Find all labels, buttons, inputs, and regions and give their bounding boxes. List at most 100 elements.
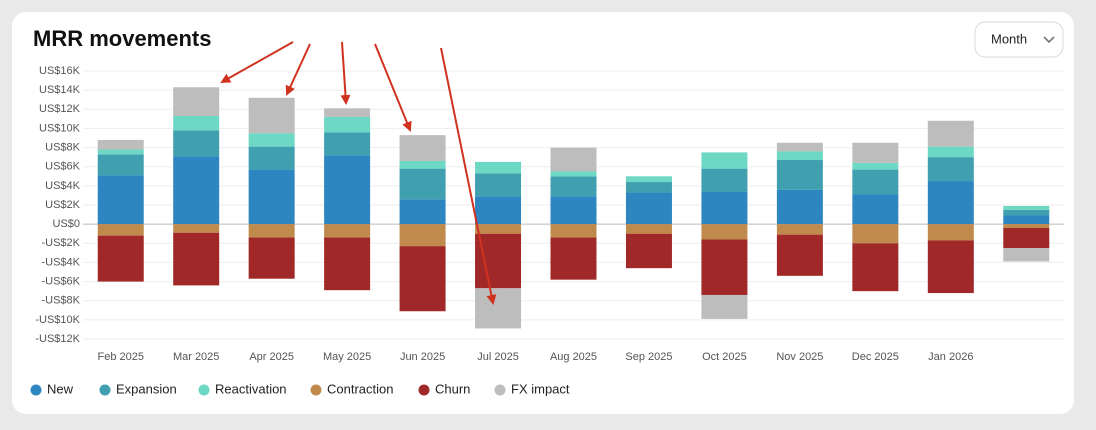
bar-segment <box>173 156 220 225</box>
bar-segment <box>248 97 295 134</box>
bar-segment <box>701 168 748 192</box>
bar-segment <box>399 246 446 312</box>
bar-segment <box>173 87 220 116</box>
bar-segment <box>475 161 522 174</box>
legend-marker <box>99 384 111 396</box>
bar-segment <box>475 224 522 234</box>
bar-segment <box>1003 215 1050 225</box>
bar-segment <box>852 243 899 292</box>
y-tick-label: -US$2K <box>41 237 80 249</box>
legend-marker <box>198 384 210 396</box>
card <box>12 12 1074 414</box>
bar-segment <box>701 152 748 169</box>
bar-segment <box>475 196 522 225</box>
bar-segment <box>550 224 597 238</box>
bar-segment <box>97 154 144 176</box>
legend-marker <box>310 384 322 396</box>
bar-segment <box>324 237 371 291</box>
annotations <box>220 41 497 305</box>
dropdown-box[interactable] <box>974 21 1064 58</box>
bar-segment <box>248 224 295 238</box>
bar-segment <box>324 155 371 225</box>
bar-segment <box>97 175 144 225</box>
chart-title: MRR movements <box>33 26 211 51</box>
bar-segment <box>852 224 899 244</box>
x-tick-label: Nov 2025 <box>776 351 823 363</box>
bar-segment <box>927 120 974 147</box>
legend-marker <box>494 384 506 396</box>
bar-segment <box>927 240 974 294</box>
bar-segment <box>97 139 144 150</box>
y-tick-label: US$2K <box>45 199 81 211</box>
bar-segment <box>927 146 974 158</box>
legend-label: New <box>47 381 74 396</box>
legend-label: Contraction <box>327 381 393 396</box>
bar-segment <box>97 149 144 155</box>
bar-segment <box>550 196 597 225</box>
x-tick-label: Jun 2025 <box>400 351 445 363</box>
bar-segment <box>324 224 371 238</box>
bar-segment <box>701 224 748 240</box>
bar-segment <box>701 294 748 319</box>
bar-segment <box>399 168 446 200</box>
legend-marker <box>418 384 430 396</box>
legend-label: Churn <box>435 381 470 396</box>
y-tick-label: -US$8K <box>41 295 80 307</box>
legend-marker <box>30 384 42 396</box>
bar-segment <box>324 116 371 133</box>
bar-segment <box>550 171 597 177</box>
x-tick-label: Dec 2025 <box>852 351 899 363</box>
x-tick-label: Oct 2025 <box>702 351 747 363</box>
period-dropdown[interactable]: Month <box>974 21 1064 58</box>
bar-segment <box>173 224 220 233</box>
bar-segment <box>248 133 295 147</box>
plot: US$16K US$14K US$12K US$10K US$8K US$6K US$4K U… <box>35 65 1064 363</box>
bar-segment <box>248 169 295 225</box>
bar-segment <box>776 234 823 276</box>
bar-segment <box>852 194 899 225</box>
bar-segment <box>776 189 823 225</box>
bar-segment <box>1003 224 1050 228</box>
chevron <box>1043 36 1055 44</box>
y-tick-label: -US$4K <box>41 256 80 268</box>
y-tick-label: US$10K <box>39 122 81 134</box>
bar-segment <box>625 224 672 234</box>
x-tick-label: Jan 2026 <box>928 351 973 363</box>
legend-label: FX impact <box>511 381 570 396</box>
x-tick-label: Apr 2025 <box>249 351 294 363</box>
y-tick-label: US$14K <box>39 84 81 96</box>
bar-segment <box>324 108 371 117</box>
x-tick-label: Jul 2025 <box>477 351 519 363</box>
bar-segment <box>625 182 672 193</box>
arrow <box>374 43 412 132</box>
y-tick-label: -US$6K <box>41 275 80 287</box>
bar-segment <box>852 162 899 170</box>
y-tick-label: US$8K <box>45 141 81 153</box>
bar-segment <box>399 160 446 169</box>
y-tick-label: US$16K <box>39 65 81 77</box>
bar-segment <box>852 142 899 163</box>
bar-segment <box>475 288 522 329</box>
dropdown-label[interactable]: Month <box>991 31 1027 46</box>
bar-segment <box>776 224 823 235</box>
y-tick-label: -US$12K <box>35 333 80 345</box>
arrow <box>285 43 311 96</box>
bar-segment <box>927 224 974 241</box>
bar-segment <box>248 237 295 279</box>
bar-segment <box>475 233 522 289</box>
bar-segment <box>1003 209 1050 216</box>
bar-segment <box>97 235 144 282</box>
arrow <box>340 41 351 105</box>
bar-segment <box>927 157 974 182</box>
bar-segment <box>625 176 672 183</box>
bar-segment <box>173 115 220 131</box>
bar-segment <box>1003 248 1050 262</box>
bar-segment <box>173 130 220 157</box>
y-tick-label: US$12K <box>39 103 81 115</box>
bar-segment <box>701 191 748 225</box>
bar-segment <box>625 192 672 225</box>
arrow <box>440 47 497 305</box>
x-tick-label: Mar 2025 <box>173 351 219 363</box>
